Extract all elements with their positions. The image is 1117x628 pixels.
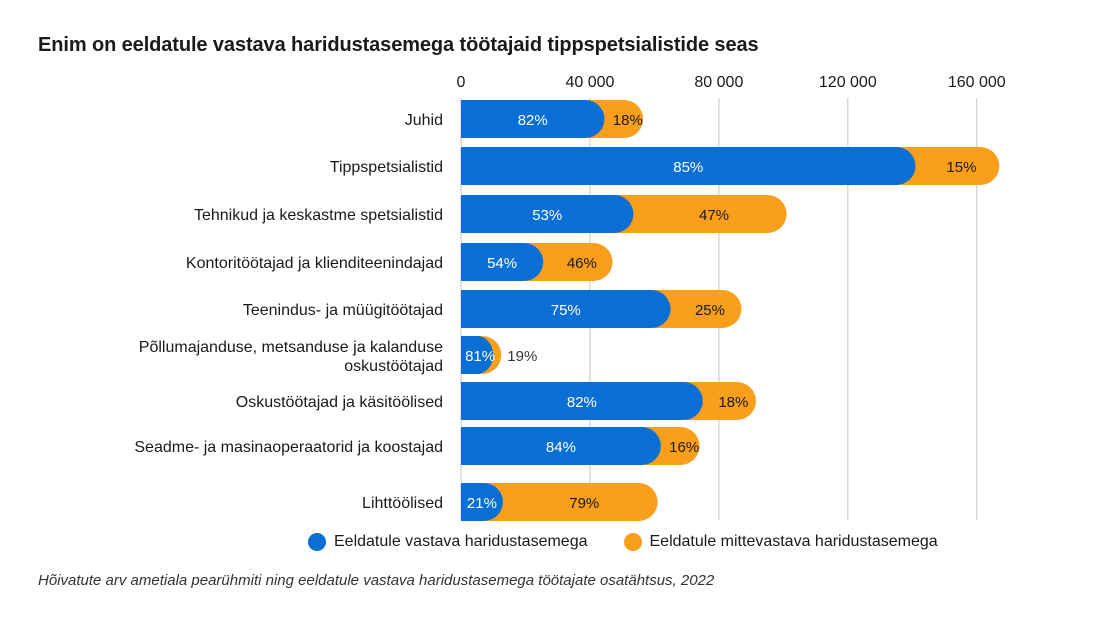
legend: Eeldatule vastava haridustasemega Eeldat… (308, 533, 974, 551)
x-tick-label: 40 000 (565, 74, 614, 91)
data-label-nonmatching: 18% (613, 112, 643, 129)
data-label-matching: 54% (487, 255, 517, 272)
category-label: Põllumajanduse, metsanduse ja kalanduse (139, 339, 443, 356)
bar-segment-matching (461, 147, 916, 185)
bar-segment-matching-base (461, 290, 480, 328)
data-label-nonmatching: 18% (718, 394, 748, 411)
bar-segment-matching-base (461, 147, 480, 185)
data-label-matching: 84% (546, 439, 576, 456)
bar-segment-matching-base (461, 382, 480, 420)
bar-segment-matching (461, 382, 703, 420)
bar-segment-matching (461, 243, 544, 281)
legend-swatch-nonmatching (623, 533, 642, 551)
x-tick-label: 120 000 (819, 74, 877, 91)
data-label-nonmatching: 79% (569, 495, 599, 512)
chart-title: Enim on eeldatule vastava haridustasemeg… (38, 34, 759, 56)
bar-segment-matching (461, 427, 661, 465)
data-label-nonmatching: 19% (507, 348, 537, 365)
category-label: Teenindus- ja müügitöötajad (243, 302, 443, 319)
bar-segment-matching (461, 195, 634, 233)
x-tick-label: 0 (457, 74, 466, 91)
legend-label-matching: Eeldatule vastava haridustasemega (334, 533, 588, 550)
legend-swatch-matching (308, 533, 326, 551)
data-label-matching: 82% (518, 112, 548, 129)
data-label-matching: 81% (465, 348, 495, 365)
data-label-matching: 82% (567, 394, 597, 411)
bar-segment-matching-base (461, 243, 480, 281)
x-tick-label: 160 000 (948, 74, 1006, 91)
bar-segment-matching-base (461, 336, 480, 374)
bar-segment-matching-base (461, 100, 480, 138)
data-label-matching: 53% (532, 207, 562, 224)
category-label: Kontoritöötajad ja klienditeenindajad (186, 255, 443, 272)
category-label: Juhid (405, 112, 443, 129)
category-label: Tippspetsialistid (330, 159, 443, 176)
chart-caption: Hõivatute arv ametiala pearühmiti ning e… (38, 572, 715, 589)
data-label-nonmatching: 25% (695, 302, 725, 319)
data-label-matching: 85% (673, 159, 703, 176)
data-label-nonmatching: 16% (669, 439, 699, 456)
data-label-matching: 21% (467, 495, 497, 512)
data-label-nonmatching: 15% (946, 159, 976, 176)
legend-label-nonmatching: Eeldatule mittevastava haridustasemega (649, 533, 938, 550)
category-labels: Juhid Tippspetsialistid Tehnikud ja keskas… (134, 112, 443, 512)
bar-segment-matching-base (461, 195, 480, 233)
data-label-matching: 75% (551, 302, 581, 319)
category-label: Oskustöötajad ja käsitöölised (236, 394, 443, 411)
bar-segment-matching (461, 100, 605, 138)
bar-segment-matching-base (461, 483, 480, 521)
category-label: Seadme- ja masinaoperaatorid ja koostaja… (134, 439, 443, 456)
bar-segment-matching-base (461, 427, 480, 465)
legend-item-nonmatching: Eeldatule mittevastava haridustasemega (623, 533, 938, 551)
bar-segment-matching (461, 290, 671, 328)
data-label-nonmatching: 47% (699, 207, 729, 224)
x-tick-labels: 0 40 000 80 000 120 000 160 000 (457, 74, 1006, 91)
category-label: Lihttöölised (362, 495, 443, 512)
x-tick-label: 80 000 (694, 74, 743, 91)
category-label: oskustöötajad (344, 358, 443, 375)
data-label-nonmatching: 46% (567, 255, 597, 272)
bar-segment-nonmatching (461, 483, 658, 521)
category-label: Tehnikud ja keskastme spetsialistid (194, 207, 443, 224)
bars: 82% 18% 85% 15% 53% 47% 54% 46% 75% 25% 81% 19% 82% 1… (461, 100, 1000, 521)
legend-item-matching: Eeldatule vastava haridustasemega (308, 533, 588, 551)
